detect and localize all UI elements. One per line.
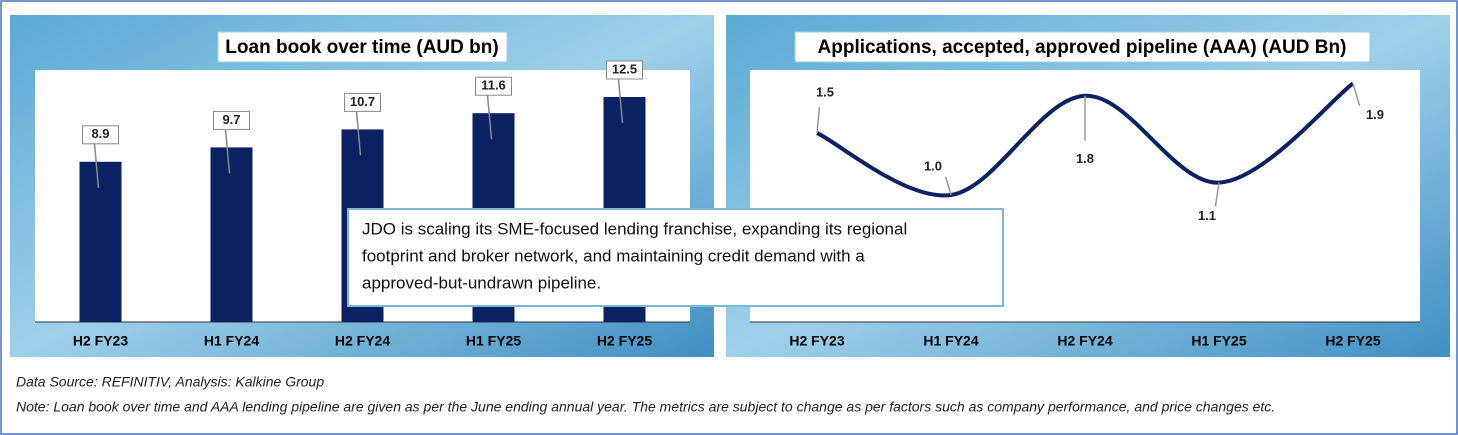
x-tick-label: H2 FY23 xyxy=(73,333,128,349)
label-box xyxy=(213,110,250,130)
annotation-box xyxy=(347,208,1004,307)
label-pointer xyxy=(93,143,100,188)
line xyxy=(816,81,1355,198)
label-pointer xyxy=(355,111,362,156)
label-box xyxy=(475,76,512,96)
title-box xyxy=(794,31,1371,63)
data-label: 10.7 xyxy=(350,94,375,109)
source-note: Data Source: REFINITIV, Analysis: Kalkin… xyxy=(16,374,324,390)
x-tick-label: H2 FY25 xyxy=(597,333,652,349)
x-tick-label: H2 FY23 xyxy=(789,333,844,349)
title-box xyxy=(217,31,508,63)
x-tick-label: H1 FY24 xyxy=(204,333,259,349)
label-pointer xyxy=(224,129,231,174)
chart-title: Applications, accepted, approved pipelin… xyxy=(818,37,1347,58)
label-pointer xyxy=(1352,83,1361,107)
annotation: approved-but-undrawn pipeline. xyxy=(362,273,601,292)
x-tick-label: H1 FY24 xyxy=(923,333,978,349)
data-label: 1.1 xyxy=(1198,208,1216,223)
label-pointer xyxy=(816,106,821,134)
data-label: 1.8 xyxy=(1076,151,1094,166)
label-box xyxy=(82,125,119,145)
data-label: 8.9 xyxy=(91,126,109,141)
disclaimer-note: Note: Loan book over time and AAA lendin… xyxy=(16,399,1275,415)
bar xyxy=(79,161,122,322)
data-label: 12.5 xyxy=(612,61,637,76)
data-label: 1.9 xyxy=(1366,107,1384,122)
x-tick-label: H2 FY25 xyxy=(1325,333,1380,349)
label-pointer xyxy=(1214,182,1220,207)
label-pointer xyxy=(944,176,952,196)
annotation: footprint and broker network, and mainta… xyxy=(362,246,865,265)
data-label: 11.6 xyxy=(481,78,506,93)
annotation: JDO is scaling its SME-focused lending f… xyxy=(362,219,907,238)
bar xyxy=(210,147,253,322)
label-box xyxy=(606,60,643,80)
label-pointer xyxy=(617,78,624,124)
x-tick-label: H2 FY24 xyxy=(1057,333,1112,349)
x-tick-label: H1 FY25 xyxy=(466,333,521,349)
x-tick-label: H1 FY25 xyxy=(1191,333,1246,349)
data-label: 9.7 xyxy=(222,112,240,127)
label-pointer xyxy=(486,95,493,140)
data-label: 1.0 xyxy=(924,158,942,173)
data-label: 1.5 xyxy=(816,84,834,99)
label-box xyxy=(344,92,381,112)
x-tick-label: H2 FY24 xyxy=(335,333,390,349)
chart-title: Loan book over time (AUD bn) xyxy=(225,37,498,58)
